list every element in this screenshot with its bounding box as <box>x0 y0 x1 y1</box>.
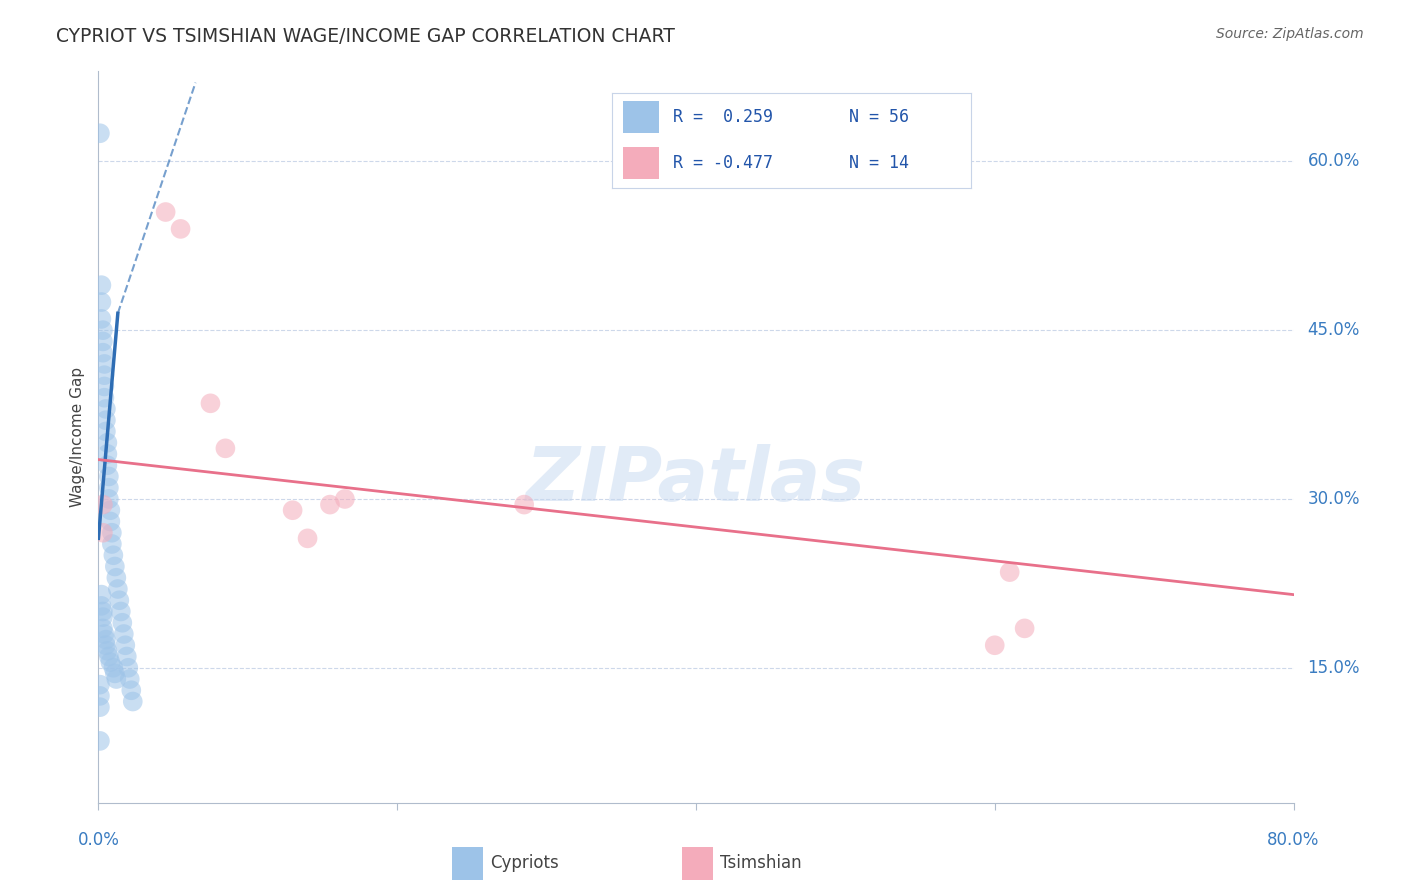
Point <box>89 126 111 140</box>
Point <box>121 694 143 708</box>
Point <box>319 498 342 512</box>
Point <box>96 447 118 461</box>
Point <box>155 205 177 219</box>
Point <box>93 379 115 393</box>
Text: 30.0%: 30.0% <box>1308 490 1360 508</box>
Point <box>91 621 114 635</box>
Point <box>93 627 115 641</box>
Text: 15.0%: 15.0% <box>1308 659 1360 677</box>
Point <box>107 582 129 596</box>
Point <box>97 491 120 506</box>
Text: 80.0%: 80.0% <box>1267 830 1320 848</box>
Text: Source: ZipAtlas.com: Source: ZipAtlas.com <box>1216 27 1364 41</box>
Point <box>94 638 117 652</box>
Point <box>117 661 139 675</box>
Point <box>513 498 536 512</box>
Point <box>90 295 112 310</box>
Point <box>103 661 125 675</box>
Point <box>101 537 124 551</box>
Point <box>120 683 142 698</box>
Point <box>89 689 111 703</box>
Point <box>94 425 117 439</box>
Point <box>115 649 138 664</box>
Text: CYPRIOT VS TSIMSHIAN WAGE/INCOME GAP CORRELATION CHART: CYPRIOT VS TSIMSHIAN WAGE/INCOME GAP COR… <box>56 27 675 45</box>
Point <box>333 491 356 506</box>
Point <box>96 644 118 658</box>
Point <box>105 672 128 686</box>
Text: ZIPatlas: ZIPatlas <box>526 444 866 517</box>
Point <box>998 565 1021 579</box>
Point <box>112 627 135 641</box>
Point <box>984 638 1007 652</box>
Point <box>89 734 111 748</box>
Point <box>104 666 127 681</box>
Y-axis label: Wage/Income Gap: Wage/Income Gap <box>70 367 86 508</box>
Point <box>200 396 222 410</box>
Point <box>91 525 114 540</box>
Point <box>91 323 114 337</box>
Point <box>104 559 127 574</box>
Point <box>118 672 141 686</box>
Point <box>98 655 122 669</box>
Point <box>91 610 114 624</box>
Point <box>98 503 122 517</box>
Point <box>90 312 112 326</box>
Point <box>108 593 131 607</box>
Point <box>111 615 134 630</box>
Point <box>97 481 120 495</box>
Point <box>93 357 115 371</box>
Point <box>114 638 136 652</box>
Text: 45.0%: 45.0% <box>1308 321 1360 339</box>
Point <box>214 442 236 456</box>
Point <box>105 571 128 585</box>
Point <box>97 469 120 483</box>
Point <box>91 498 114 512</box>
Point <box>90 588 112 602</box>
Point <box>91 334 114 349</box>
Point <box>90 599 112 613</box>
Point <box>93 391 115 405</box>
Point <box>297 532 319 546</box>
Point <box>96 435 118 450</box>
Point <box>94 401 117 416</box>
Point <box>98 515 122 529</box>
Point <box>1014 621 1036 635</box>
Point <box>90 278 112 293</box>
Point <box>97 649 120 664</box>
Point <box>103 548 125 562</box>
Point <box>281 503 304 517</box>
Point <box>169 222 191 236</box>
Point <box>94 413 117 427</box>
Point <box>96 458 118 473</box>
Point <box>89 678 111 692</box>
Point <box>89 700 111 714</box>
Point <box>110 605 132 619</box>
Text: 60.0%: 60.0% <box>1308 153 1360 170</box>
Point <box>91 605 114 619</box>
Point <box>94 632 117 647</box>
Point <box>101 525 124 540</box>
Point <box>93 368 115 383</box>
Point <box>91 345 114 359</box>
Text: 0.0%: 0.0% <box>77 830 120 848</box>
